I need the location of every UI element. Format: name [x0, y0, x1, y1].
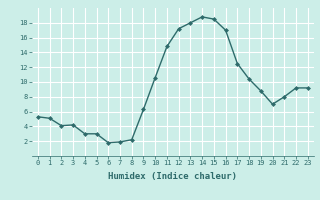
X-axis label: Humidex (Indice chaleur): Humidex (Indice chaleur): [108, 172, 237, 181]
